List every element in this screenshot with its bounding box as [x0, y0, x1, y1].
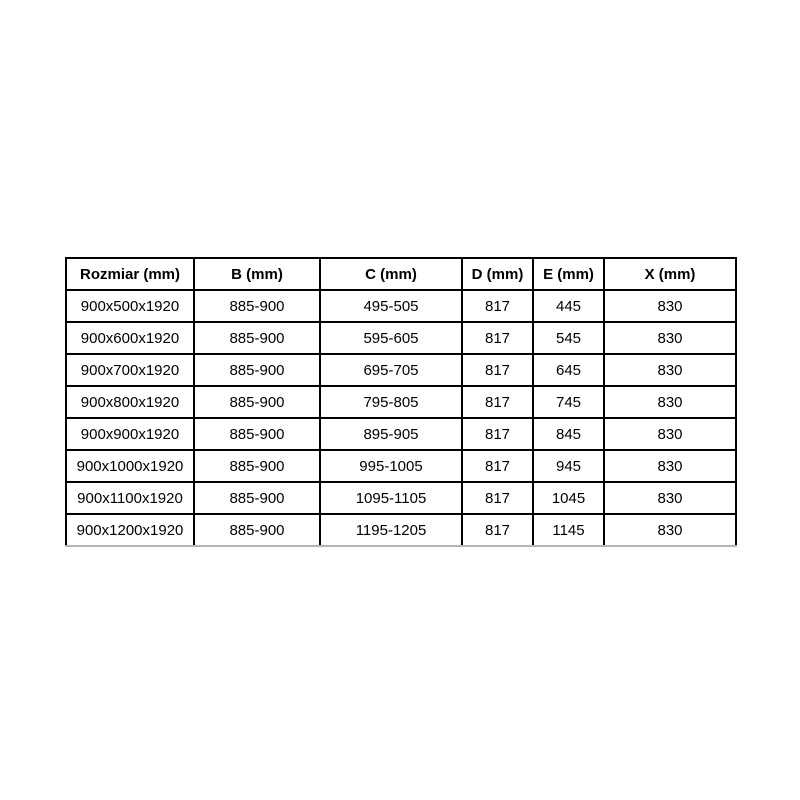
cell-x: 830	[603, 481, 737, 515]
table-row: 900x1100x1920 885-900 1095-1105 817 1045…	[65, 481, 737, 515]
cell-d: 817	[461, 353, 534, 387]
header-row: Rozmiar (mm) B (mm) C (mm) D (mm) E (mm)…	[65, 257, 737, 291]
cell-c: 1195-1205	[319, 513, 463, 547]
cell-x: 830	[603, 385, 737, 419]
cell-b: 885-900	[193, 321, 321, 355]
column-header-b: B (mm)	[193, 257, 321, 291]
cell-x: 830	[603, 321, 737, 355]
cell-x: 830	[603, 417, 737, 451]
cell-c: 695-705	[319, 353, 463, 387]
table-row: 900x500x1920 885-900 495-505 817 445 830	[65, 289, 737, 323]
table-row: 900x600x1920 885-900 595-605 817 545 830	[65, 321, 737, 355]
cell-d: 817	[461, 481, 534, 515]
cell-d: 817	[461, 289, 534, 323]
table-row: 900x1200x1920 885-900 1195-1205 817 1145…	[65, 513, 737, 547]
cell-e: 845	[532, 417, 605, 451]
cell-c: 495-505	[319, 289, 463, 323]
cell-rozmiar: 900x1000x1920	[65, 449, 195, 483]
cell-d: 817	[461, 385, 534, 419]
cell-rozmiar: 900x1100x1920	[65, 481, 195, 515]
cell-b: 885-900	[193, 481, 321, 515]
cell-d: 817	[461, 321, 534, 355]
cell-b: 885-900	[193, 289, 321, 323]
cell-rozmiar: 900x1200x1920	[65, 513, 195, 547]
cell-e: 445	[532, 289, 605, 323]
cell-c: 895-905	[319, 417, 463, 451]
cell-d: 817	[461, 417, 534, 451]
cell-b: 885-900	[193, 385, 321, 419]
cell-e: 645	[532, 353, 605, 387]
cell-b: 885-900	[193, 449, 321, 483]
cell-rozmiar: 900x700x1920	[65, 353, 195, 387]
cell-rozmiar: 900x500x1920	[65, 289, 195, 323]
cell-e: 1145	[532, 513, 605, 547]
table-row: 900x700x1920 885-900 695-705 817 645 830	[65, 353, 737, 387]
column-header-rozmiar: Rozmiar (mm)	[65, 257, 195, 291]
cell-rozmiar: 900x900x1920	[65, 417, 195, 451]
cell-rozmiar: 900x800x1920	[65, 385, 195, 419]
cell-rozmiar: 900x600x1920	[65, 321, 195, 355]
cell-b: 885-900	[193, 353, 321, 387]
column-header-d: D (mm)	[461, 257, 534, 291]
cell-c: 795-805	[319, 385, 463, 419]
cell-e: 545	[532, 321, 605, 355]
column-header-x: X (mm)	[603, 257, 737, 291]
cell-x: 830	[603, 449, 737, 483]
cell-b: 885-900	[193, 417, 321, 451]
cell-x: 830	[603, 353, 737, 387]
cell-e: 945	[532, 449, 605, 483]
cell-c: 595-605	[319, 321, 463, 355]
table-row: 900x1000x1920 885-900 995-1005 817 945 8…	[65, 449, 737, 483]
column-header-c: C (mm)	[319, 257, 463, 291]
cell-x: 830	[603, 513, 737, 547]
cell-e: 1045	[532, 481, 605, 515]
table-row: 900x800x1920 885-900 795-805 817 745 830	[65, 385, 737, 419]
column-header-e: E (mm)	[532, 257, 605, 291]
cell-e: 745	[532, 385, 605, 419]
cell-b: 885-900	[193, 513, 321, 547]
cell-c: 995-1005	[319, 449, 463, 483]
table-row: 900x900x1920 885-900 895-905 817 845 830	[65, 417, 737, 451]
size-spec-table: Rozmiar (mm) B (mm) C (mm) D (mm) E (mm)…	[65, 257, 737, 547]
cell-x: 830	[603, 289, 737, 323]
cell-c: 1095-1105	[319, 481, 463, 515]
size-table-container: Rozmiar (mm) B (mm) C (mm) D (mm) E (mm)…	[65, 257, 737, 547]
cell-d: 817	[461, 449, 534, 483]
cell-d: 817	[461, 513, 534, 547]
